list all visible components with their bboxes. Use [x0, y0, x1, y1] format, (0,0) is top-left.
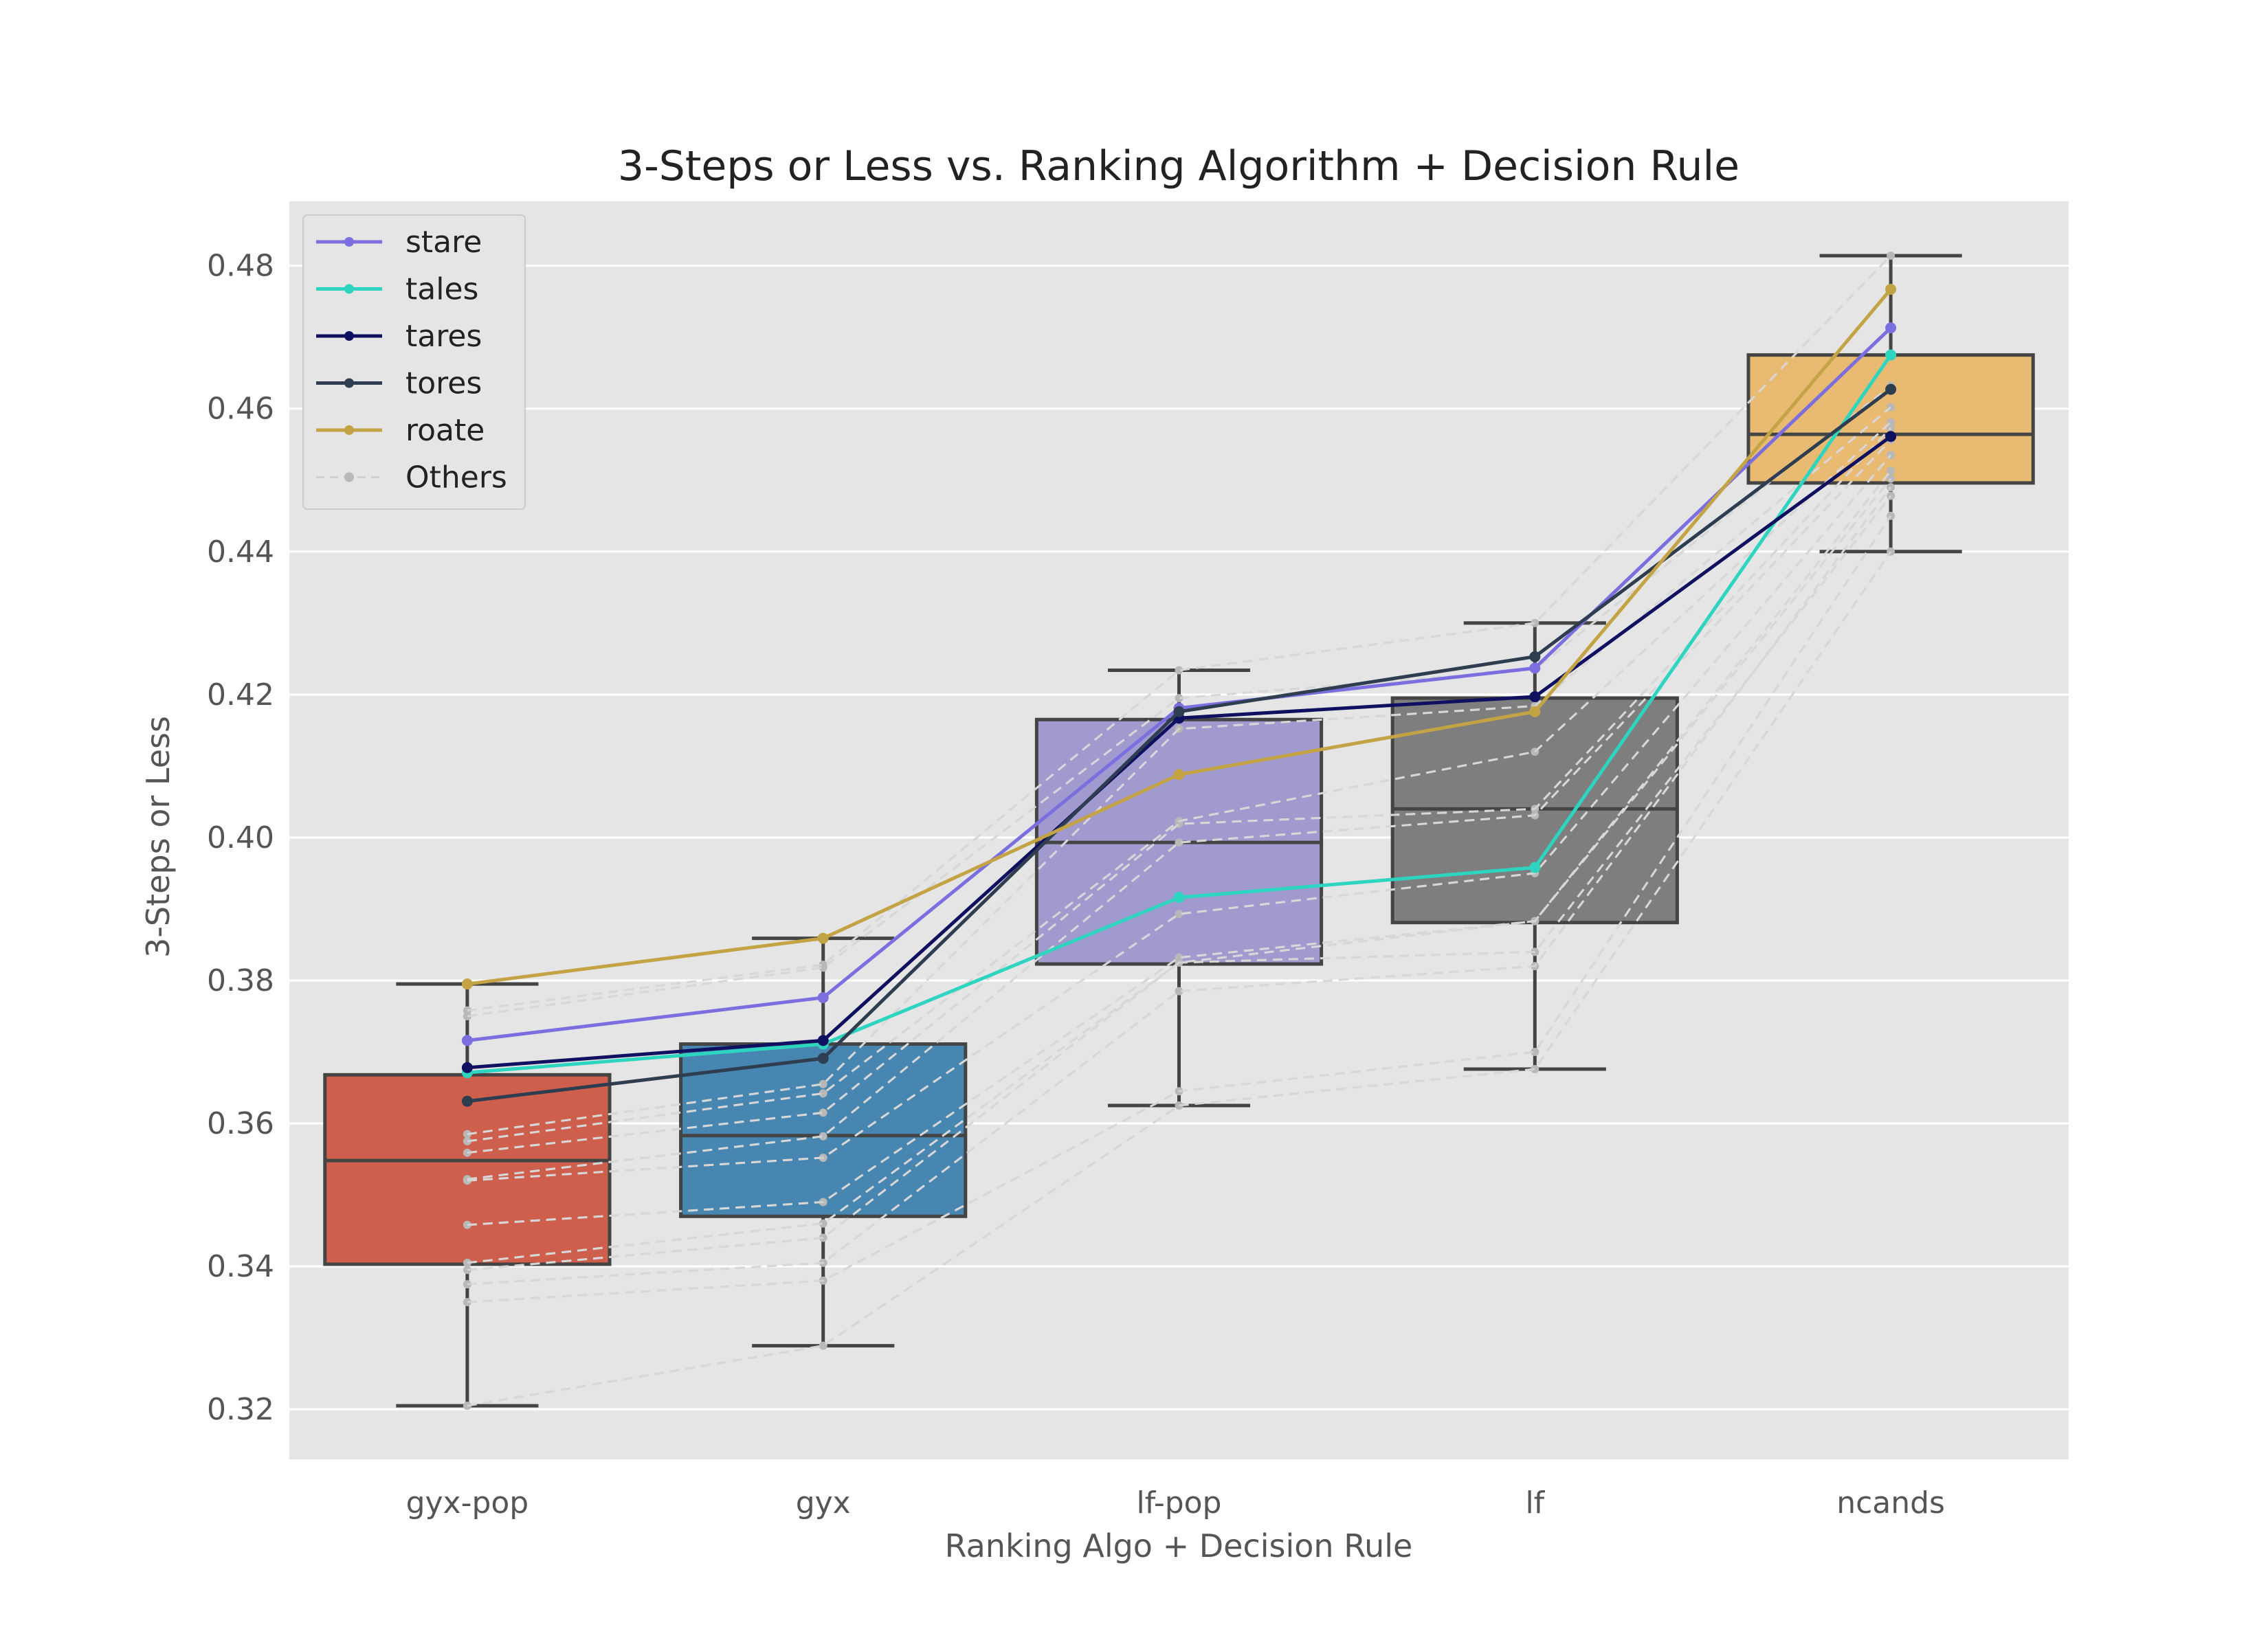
- others-series-group: [463, 251, 1895, 1410]
- y-tick-label: 0.48: [207, 249, 274, 284]
- legend-label: stare: [405, 225, 482, 260]
- y-axis-label: 3-Steps or Less: [140, 716, 177, 958]
- legend-marker-tores: [344, 378, 354, 388]
- others-point: [1531, 1064, 1539, 1073]
- others-point: [1175, 1101, 1183, 1110]
- others-line-overlay: [467, 427, 1892, 1154]
- x-tick-label: ncands: [1836, 1485, 1945, 1521]
- series-point-stare: [1529, 662, 1541, 674]
- others-point: [1175, 838, 1183, 847]
- legend-label: tales: [405, 272, 478, 307]
- y-tick-label: 0.34: [207, 1249, 274, 1284]
- series-point-roate: [1173, 769, 1185, 781]
- series-point-roate: [1529, 706, 1541, 717]
- series-point-tores: [1885, 383, 1897, 395]
- series-point-roate: [817, 932, 829, 944]
- y-tick-label: 0.46: [207, 392, 274, 427]
- series-point-roate: [461, 978, 473, 990]
- others-line-overlay: [467, 515, 1892, 1303]
- legend-marker-roate: [344, 425, 354, 435]
- x-tick-label: gyx-pop: [406, 1485, 529, 1521]
- y-tick-label: 0.36: [207, 1106, 274, 1141]
- others-point: [819, 961, 827, 969]
- y-tick-label: 0.38: [207, 963, 274, 998]
- others-line-overlay: [467, 550, 1892, 1407]
- series-point-tores: [817, 1053, 829, 1064]
- others-point: [1175, 987, 1183, 996]
- others-line-overlay: [467, 470, 1892, 1226]
- others-point: [1175, 694, 1183, 703]
- x-tick-label: lf-pop: [1137, 1485, 1222, 1521]
- box-gyx: [679, 1042, 968, 1218]
- series-point-tores: [1173, 706, 1185, 717]
- legend-label: roate: [405, 413, 485, 448]
- others-line-overlay: [467, 486, 1892, 1286]
- others-point: [1887, 467, 1895, 475]
- others-point: [1175, 666, 1183, 675]
- others-line-overlay: [467, 478, 1892, 1264]
- others-point: [819, 1108, 827, 1117]
- others-point: [819, 1132, 827, 1141]
- others-point: [819, 1219, 827, 1228]
- y-tick-label: 0.44: [207, 535, 274, 570]
- others-point: [1531, 1048, 1539, 1057]
- series-point-stare: [817, 991, 829, 1003]
- others-line-overlay: [467, 439, 1892, 1180]
- series-point-roate: [1885, 283, 1897, 295]
- x-tick-labels: gyx-pop gyx lf-pop lf ncands: [406, 1485, 1945, 1521]
- legend-marker-Others: [344, 472, 354, 482]
- others-point: [463, 1401, 471, 1410]
- y-tick-label: 0.40: [207, 820, 274, 855]
- others-point: [819, 1089, 827, 1098]
- others-line-overlay: [467, 421, 1892, 1143]
- chart-title: 3-Steps or Less vs. Ranking Algorithm + …: [618, 142, 1739, 190]
- others-point: [1175, 910, 1183, 919]
- legend-label: Others: [405, 460, 507, 495]
- others-line-overlay: [467, 454, 1892, 1182]
- highlight-series-group: [461, 283, 1897, 1107]
- x-tick-label: gyx: [796, 1485, 851, 1521]
- others-point: [1175, 953, 1183, 962]
- legend-marker-tares: [344, 331, 354, 341]
- legend-label: tares: [405, 319, 482, 354]
- series-point-tores: [1529, 651, 1541, 662]
- x-tick-label: lf: [1525, 1485, 1545, 1521]
- y-tick-label: 0.32: [207, 1392, 274, 1427]
- legend: stare tales tares tores roate Others: [302, 214, 526, 510]
- series-point-stare: [1885, 322, 1897, 334]
- series-point-stare: [461, 1035, 473, 1046]
- legend-label: tores: [405, 366, 482, 401]
- series-point-tales: [1173, 892, 1185, 904]
- series-point-tares: [817, 1035, 829, 1046]
- series-point-tares: [1885, 431, 1897, 442]
- others-point: [819, 1079, 827, 1088]
- legend-marker-tales: [344, 284, 354, 294]
- others-point: [1531, 618, 1539, 627]
- y-tick-label: 0.42: [207, 677, 274, 713]
- series-point-tales: [1885, 349, 1897, 361]
- series-point-tares: [1529, 691, 1541, 702]
- others-line-overlay: [467, 385, 1892, 1018]
- series-point-tares: [461, 1062, 473, 1073]
- others-point: [1887, 251, 1895, 260]
- x-axis-label: Ranking Algo + Decision Rule: [945, 1527, 1413, 1564]
- legend-marker-stare: [344, 237, 354, 247]
- series-point-tales: [1529, 862, 1541, 873]
- others-line-overlay: [467, 255, 1892, 1012]
- y-tick-labels: 0.32 0.34 0.36 0.38 0.40 0.42 0.44 0.46 0.48: [207, 249, 274, 1428]
- others-line-overlay: [467, 406, 1892, 1136]
- series-point-tores: [461, 1095, 473, 1107]
